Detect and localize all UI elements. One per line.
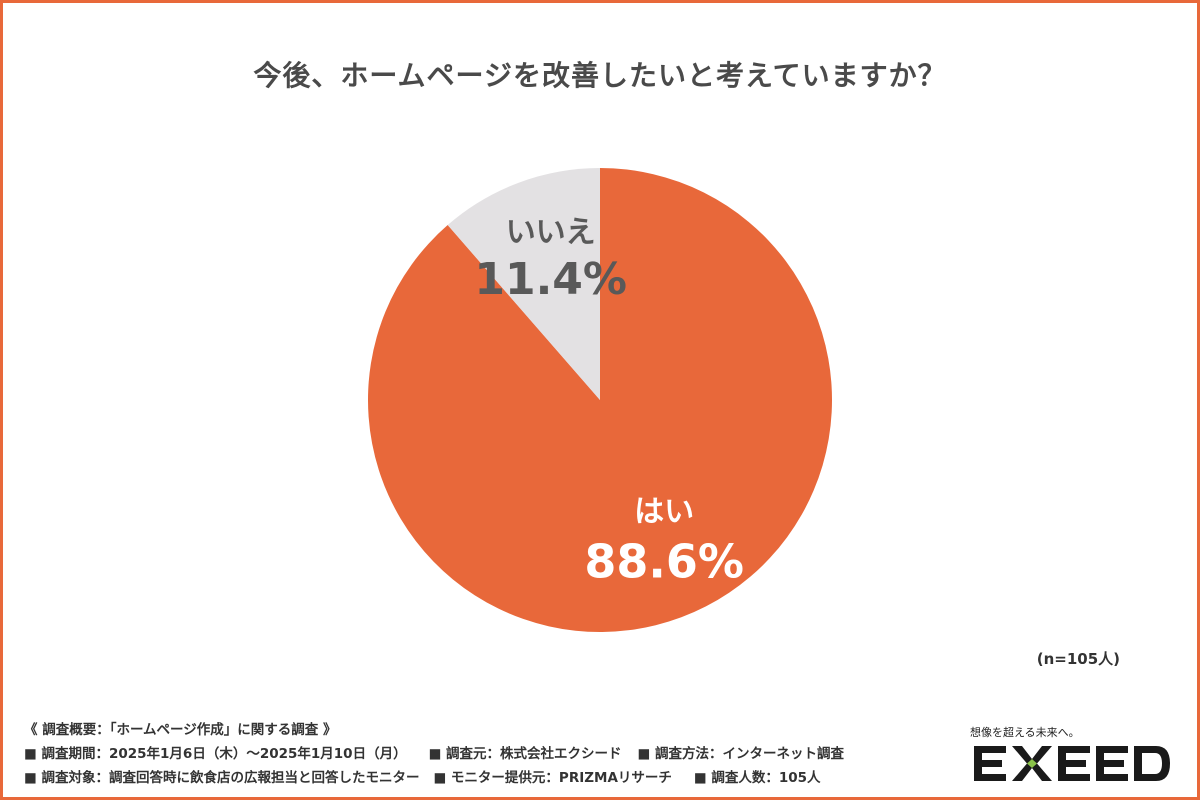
slice-value-yes: 88.6% (584, 534, 744, 588)
slice-yes (368, 168, 833, 632)
survey-overview: 《 調査概要：「ホームページ作成」に関する調査 》 ■ 調査期間：2025年1月… (24, 718, 924, 790)
slice-label-no: いいえ (506, 215, 596, 250)
logo-tagline: 想像を超える未来へ。 (970, 726, 1080, 739)
slice-label-yes: はい (634, 494, 694, 529)
survey-count: ■ 調査人数：105人 (693, 770, 821, 786)
exeed-wordmark (974, 746, 1170, 781)
survey-provider: ■ モニター提供元：PRIZMAリサーチ (433, 770, 672, 786)
survey-period: ■ 調査期間：2025年1月6日（木）〜2025年1月10日（月） (24, 746, 407, 762)
chart-title: 今後、ホームページを改善したいと考えていますか？ (253, 59, 947, 92)
survey-heading: 《 調査概要：「ホームページ作成」に関する調査 》 (24, 722, 337, 738)
survey-source: ■ 調査元：株式会社エクシード (428, 746, 622, 762)
slice-no (447, 168, 600, 400)
exeed-logo: 想像を超える未来へ。 (960, 724, 1180, 790)
sample-size-note: (n=105人) (1036, 650, 1120, 668)
survey-target: ■ 調査対象：調査回答時に飲食店の広報担当と回答したモニター (24, 770, 420, 786)
slice-value-no: 11.4% (474, 254, 627, 305)
survey-method: ■ 調査方法：インターネット調査 (637, 746, 845, 762)
